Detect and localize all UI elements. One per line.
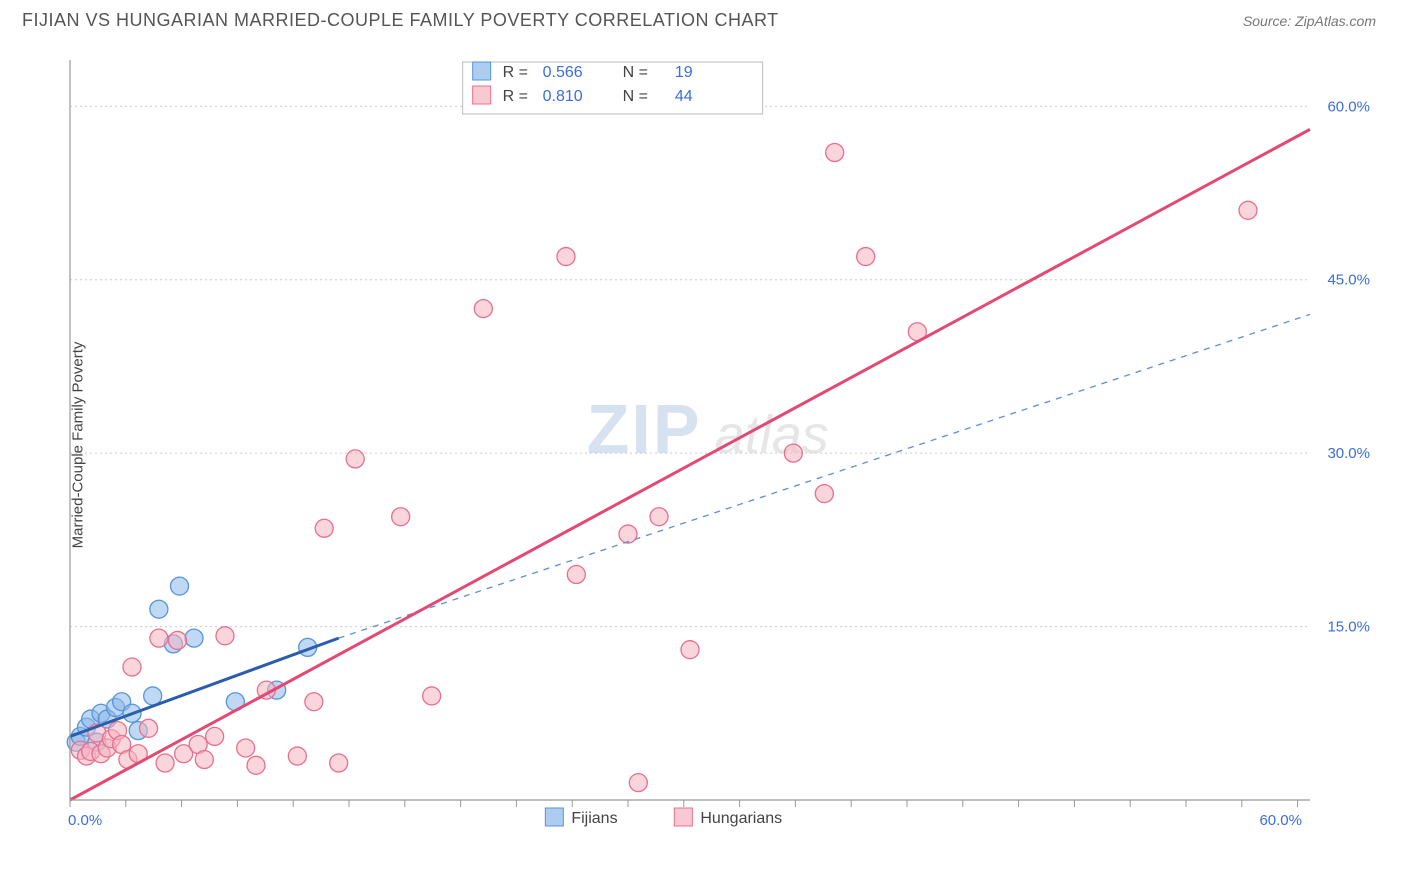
data-point [305,693,323,711]
scatter-plot: 15.0% 30.0% 45.0% 60.0% ZIPatlas 0.0% 60.0% R =… [60,50,1380,840]
data-point [392,508,410,526]
data-point [557,248,575,266]
data-point [195,751,213,769]
data-point [315,519,333,537]
data-point [857,248,875,266]
data-point [140,719,158,737]
data-point [247,756,265,774]
legend-series-label: Hungarians [700,810,782,827]
data-point [619,525,637,543]
data-point [650,508,668,526]
data-point [346,450,364,468]
legend-r-value: 0.810 [543,88,583,105]
legend-swatch [545,808,563,826]
trend-line-hungarians [70,129,1310,800]
data-point [216,627,234,645]
data-point [474,300,492,318]
watermark: ZIP [587,390,702,468]
y-axis-label: Married-Couple Family Poverty [70,342,87,549]
chart-header: FIJIAN VS HUNGARIAN MARRIED-COUPLE FAMIL… [0,0,1406,37]
data-point [629,774,647,792]
chart-title: FIJIAN VS HUNGARIAN MARRIED-COUPLE FAMIL… [22,10,779,31]
data-point [144,687,162,705]
data-point [150,600,168,618]
data-point [185,629,203,647]
data-point [156,754,174,772]
legend-swatch [473,86,491,104]
data-point [237,739,255,757]
data-point [815,485,833,503]
data-point [288,747,306,765]
legend-series-label: Fijians [571,810,617,827]
trend-line-fijians [70,638,339,736]
data-point [171,577,189,595]
x-max-label: 60.0% [1259,812,1302,829]
legend-swatch [473,62,491,80]
legend-r-value: 0.566 [543,64,583,81]
legend-n-label: N = [623,64,648,81]
legend-swatch [674,808,692,826]
trend-line-fijians-extend [339,314,1310,638]
data-point [123,658,141,676]
data-point [150,629,168,647]
data-point [681,641,699,659]
data-point [330,754,348,772]
legend-n-label: N = [623,88,648,105]
watermark: atlas [715,405,829,465]
data-point [206,727,224,745]
data-point [567,566,585,584]
data-point [423,687,441,705]
y-tick-label: 15.0% [1327,619,1370,636]
y-tick-label: 60.0% [1327,98,1370,115]
y-tick-label: 45.0% [1327,272,1370,289]
y-tick-label: 30.0% [1327,445,1370,462]
data-point [168,631,186,649]
data-point [1239,201,1257,219]
legend-n-value: 44 [675,88,693,105]
legend-r-label: R = [503,64,528,81]
x-min-label: 0.0% [68,812,102,829]
legend-n-value: 19 [675,64,693,81]
chart-source: Source: ZipAtlas.com [1243,13,1376,29]
chart-area: Married-Couple Family Poverty 15.0% 30.0%… [60,50,1380,840]
data-point [784,444,802,462]
legend-r-label: R = [503,88,528,105]
data-point [826,144,844,162]
